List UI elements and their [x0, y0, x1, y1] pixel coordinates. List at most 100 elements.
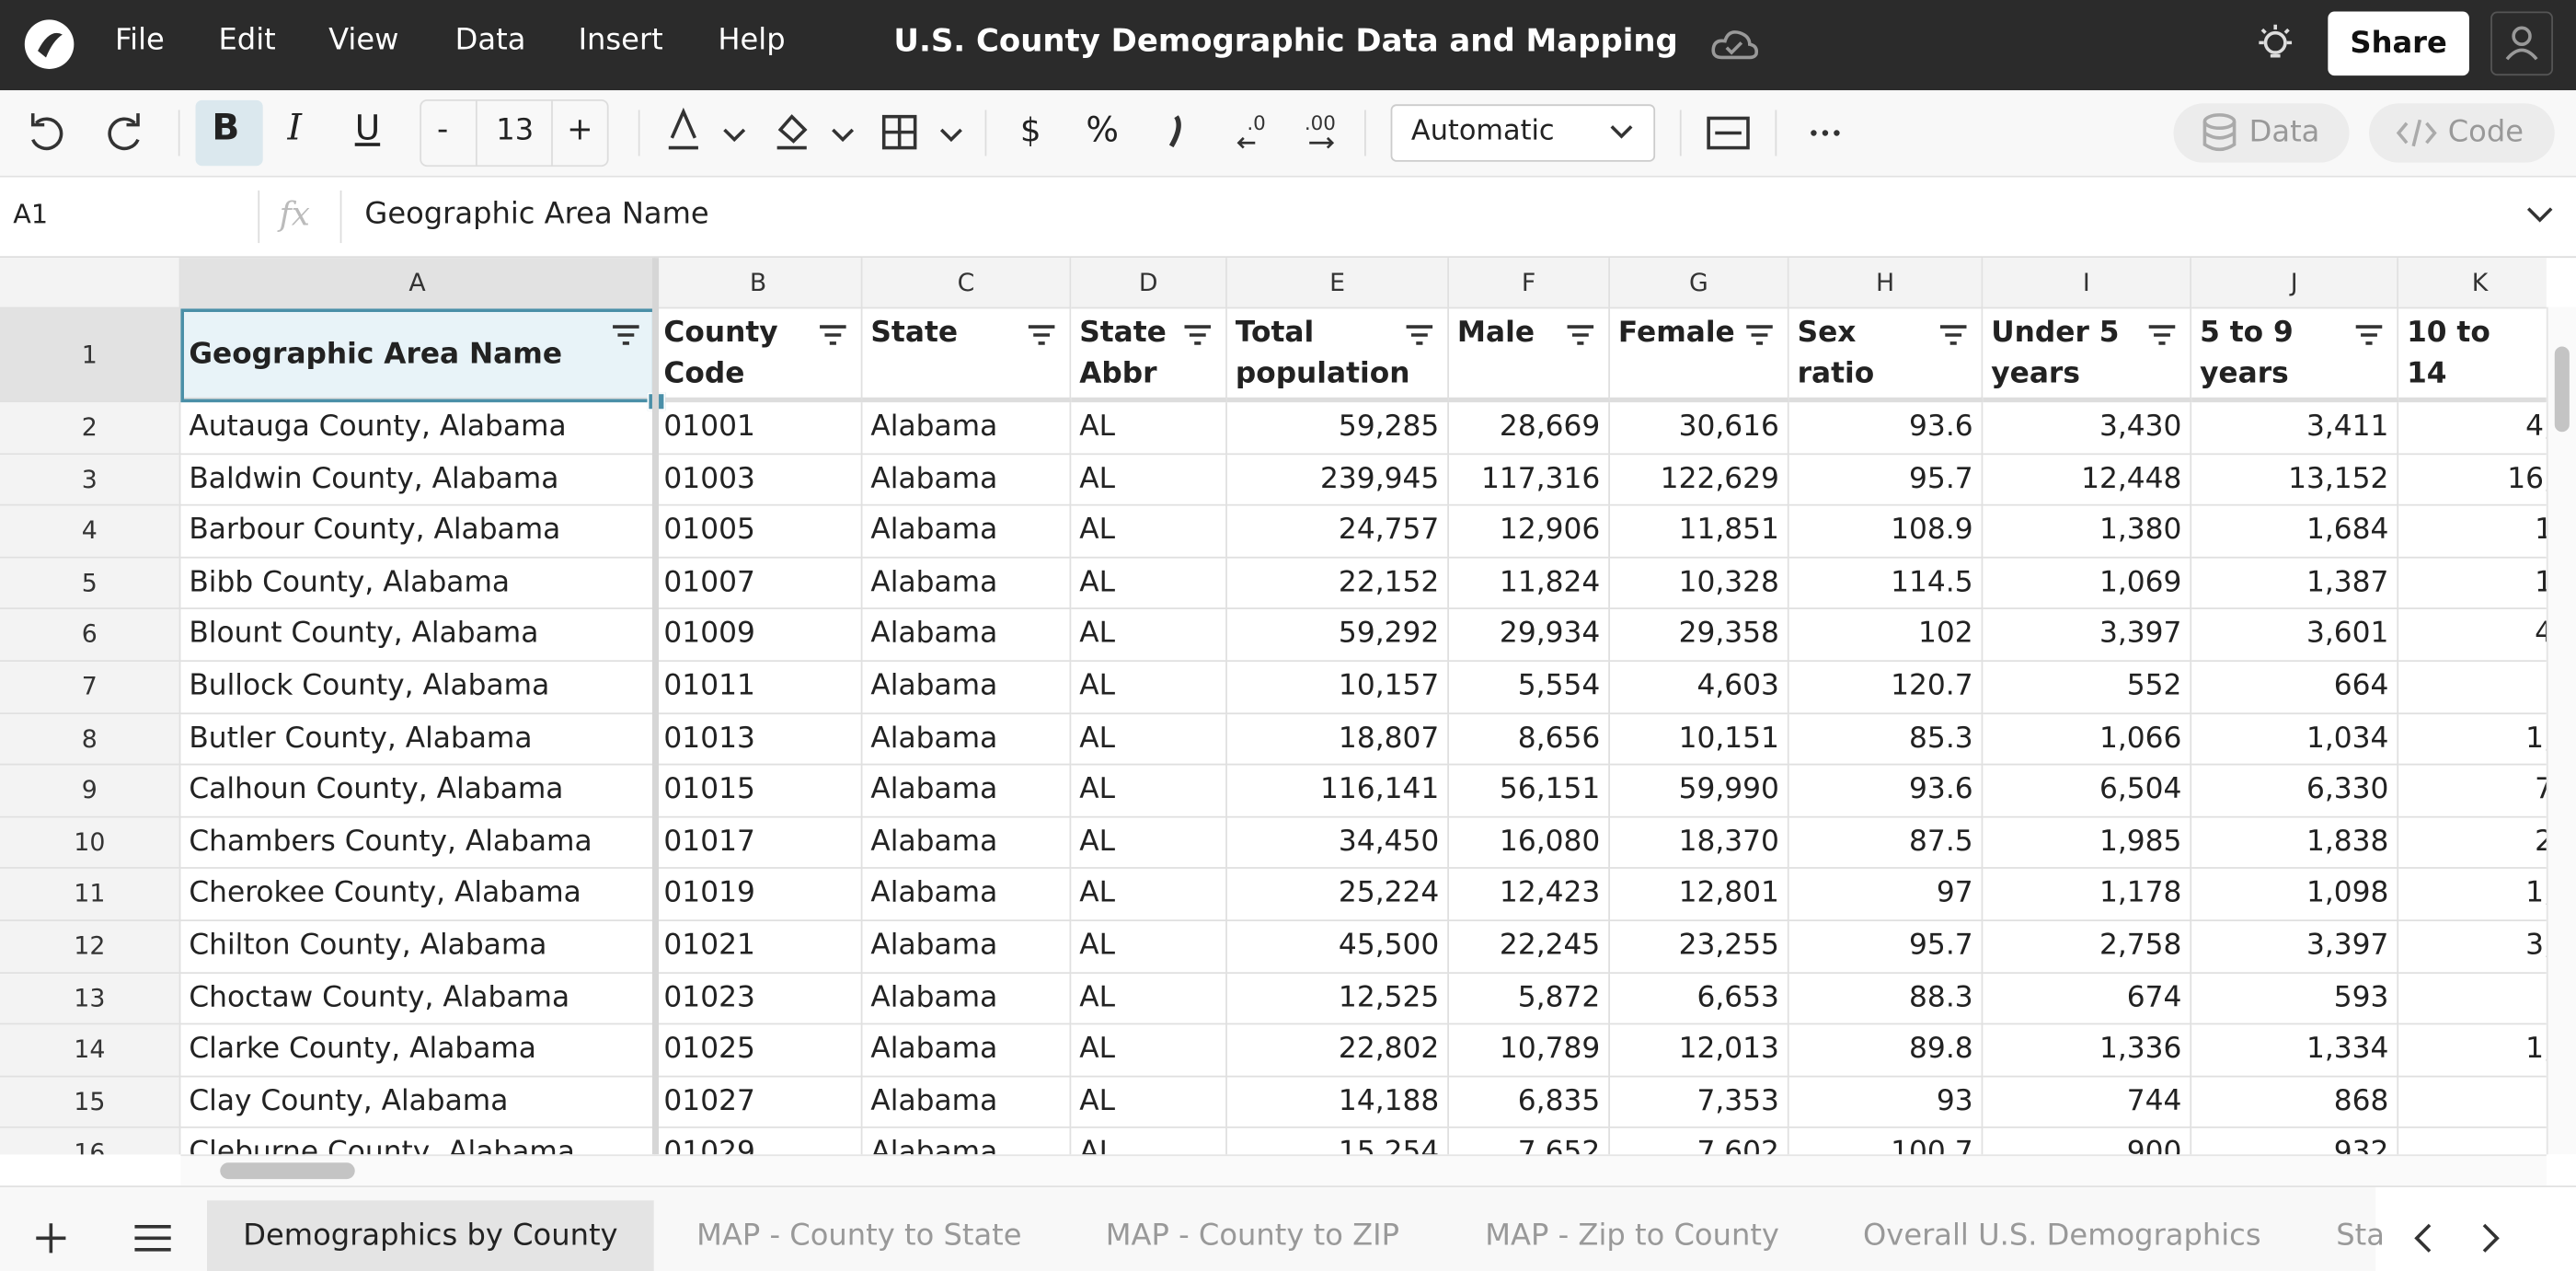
cell[interactable]: 10,157	[1226, 662, 1449, 714]
cell[interactable]: Choctaw County, Alabama	[180, 973, 656, 1025]
cell[interactable]: 34,450	[1226, 817, 1449, 870]
expand-icon[interactable]	[2525, 203, 2555, 226]
column-header[interactable]: C	[862, 258, 1072, 309]
cell[interactable]: 59,292	[1226, 609, 1449, 663]
user-button[interactable]	[2490, 11, 2553, 76]
cell[interactable]: Chambers County, Alabama	[180, 817, 656, 870]
cell[interactable]: 1,	[2398, 870, 2547, 921]
cell[interactable]: Alabama	[862, 1128, 1072, 1155]
cell[interactable]: 95.7	[1788, 920, 1984, 974]
idea-icon[interactable]	[2256, 23, 2295, 69]
increase-font-button[interactable]: +	[567, 111, 593, 148]
cell[interactable]: Chilton County, Alabama	[180, 920, 656, 974]
column-title[interactable]: State	[862, 308, 1072, 403]
cell[interactable]: 13,152	[2191, 454, 2399, 506]
cell[interactable]: 1,178	[1983, 869, 2192, 921]
horizontal-scrollbar[interactable]	[180, 1154, 2547, 1188]
cell[interactable]: 900	[1983, 1128, 2192, 1155]
column-title[interactable]: County Code	[655, 308, 863, 403]
cell[interactable]: 1,684	[2191, 505, 2399, 559]
cell[interactable]: 10,151	[1609, 713, 1789, 766]
cell[interactable]: 1,	[2398, 1025, 2547, 1078]
cell[interactable]: 01023	[655, 973, 863, 1025]
data-button[interactable]: Data	[2248, 114, 2320, 150]
cell[interactable]: AL	[1071, 1077, 1227, 1129]
underline-button[interactable]: U	[354, 108, 381, 148]
cell[interactable]: Alabama	[862, 505, 1072, 559]
cell[interactable]: 6,835	[1448, 1077, 1610, 1129]
cell[interactable]: 01001	[655, 402, 863, 455]
filter-icon[interactable]	[611, 322, 640, 349]
cell[interactable]: 868	[2191, 1077, 2399, 1129]
cell[interactable]: 22,152	[1226, 558, 1449, 610]
bold-button[interactable]: B	[212, 108, 240, 150]
cell[interactable]: Clarke County, Alabama	[180, 1024, 656, 1078]
menu-item[interactable]: Help	[718, 22, 786, 58]
cell[interactable]: 674	[1983, 973, 2192, 1025]
cell[interactable]: 102	[1788, 609, 1984, 663]
cell[interactable]: 01021	[655, 920, 863, 974]
cell[interactable]: Alabama	[862, 1077, 1072, 1129]
cell[interactable]: AL	[1071, 920, 1227, 974]
column-title[interactable]: Female	[1609, 308, 1789, 403]
cell[interactable]: 01013	[655, 713, 863, 766]
decrease-font-button[interactable]: -	[436, 111, 449, 148]
cell[interactable]: AL	[1071, 454, 1227, 506]
row-number[interactable]: 2	[0, 402, 181, 455]
cell[interactable]: 10,328	[1609, 558, 1789, 610]
column-header[interactable]: F	[1448, 258, 1610, 309]
cell[interactable]: 5,872	[1448, 973, 1610, 1025]
cell[interactable]: 59,285	[1226, 402, 1449, 455]
cell[interactable]: 97	[1788, 869, 1984, 921]
cell[interactable]	[2398, 973, 2547, 1025]
cell[interactable]: 12,013	[1609, 1024, 1789, 1078]
cell[interactable]: Autauga County, Alabama	[180, 402, 656, 455]
cell[interactable]: 01003	[655, 454, 863, 506]
cell[interactable]: 1,336	[1983, 1024, 2192, 1078]
cell[interactable]: 12,801	[1609, 869, 1789, 921]
cell[interactable]: 93	[1788, 1077, 1984, 1129]
cell[interactable]: 1,334	[2191, 1024, 2399, 1078]
column-title[interactable]: State Abbr	[1071, 308, 1227, 403]
cell[interactable]: 593	[2191, 973, 2399, 1025]
cell[interactable]: AL	[1071, 817, 1227, 870]
cell[interactable]: 7,353	[1609, 1077, 1789, 1129]
row-number[interactable]: 12	[0, 920, 181, 974]
cell[interactable]: Alabama	[862, 662, 1072, 714]
cell[interactable]: 85.3	[1788, 713, 1984, 766]
cell[interactable]: 01007	[655, 558, 863, 610]
cell[interactable]: 108.9	[1788, 505, 1984, 559]
cell[interactable]: Butler County, Alabama	[180, 713, 656, 766]
cell[interactable]: 4	[2398, 610, 2547, 663]
cell[interactable]: 7,652	[1449, 1128, 1610, 1155]
share-button[interactable]: Share	[2328, 11, 2469, 76]
cell[interactable]: 1	[2398, 506, 2547, 559]
cell[interactable]: 12,423	[1448, 869, 1610, 921]
cell[interactable]: 45,500	[1226, 920, 1449, 974]
cell[interactable]: 29,934	[1448, 609, 1610, 663]
percent-button[interactable]: %	[1086, 110, 1120, 150]
row-number[interactable]: 13	[0, 973, 181, 1025]
cell[interactable]: 12,448	[1983, 454, 2192, 506]
cell[interactable]: 16,	[2398, 455, 2547, 506]
cell[interactable]: 1,098	[2191, 869, 2399, 921]
italic-button[interactable]: I	[287, 108, 303, 150]
cell[interactable]: AL	[1071, 662, 1227, 714]
cell[interactable]: 100.7	[1789, 1128, 1984, 1155]
cell[interactable]: 744	[1983, 1077, 2192, 1129]
cell[interactable]: 664	[2191, 662, 2399, 714]
sheet-tab[interactable]: Overall U.S. Demographics	[1862, 1218, 2261, 1254]
cell[interactable]: Alabama	[862, 920, 1072, 974]
filter-icon[interactable]	[2147, 322, 2177, 349]
tab-controls[interactable]	[0, 1187, 213, 1271]
cell[interactable]: 18,370	[1609, 817, 1789, 870]
cell[interactable]: 87.5	[1788, 817, 1984, 870]
cell[interactable]: 3,430	[1983, 402, 2192, 455]
currency-button[interactable]: $	[1019, 110, 1041, 150]
cell[interactable]: Alabama	[862, 973, 1072, 1025]
cell[interactable]: 7,602	[1610, 1128, 1789, 1155]
menu-item[interactable]: Insert	[578, 22, 663, 58]
row-number[interactable]: 3	[0, 454, 181, 506]
sheet-tab[interactable]: MAP - County to ZIP	[1105, 1218, 1400, 1254]
column-title[interactable]: Total population	[1226, 308, 1449, 403]
